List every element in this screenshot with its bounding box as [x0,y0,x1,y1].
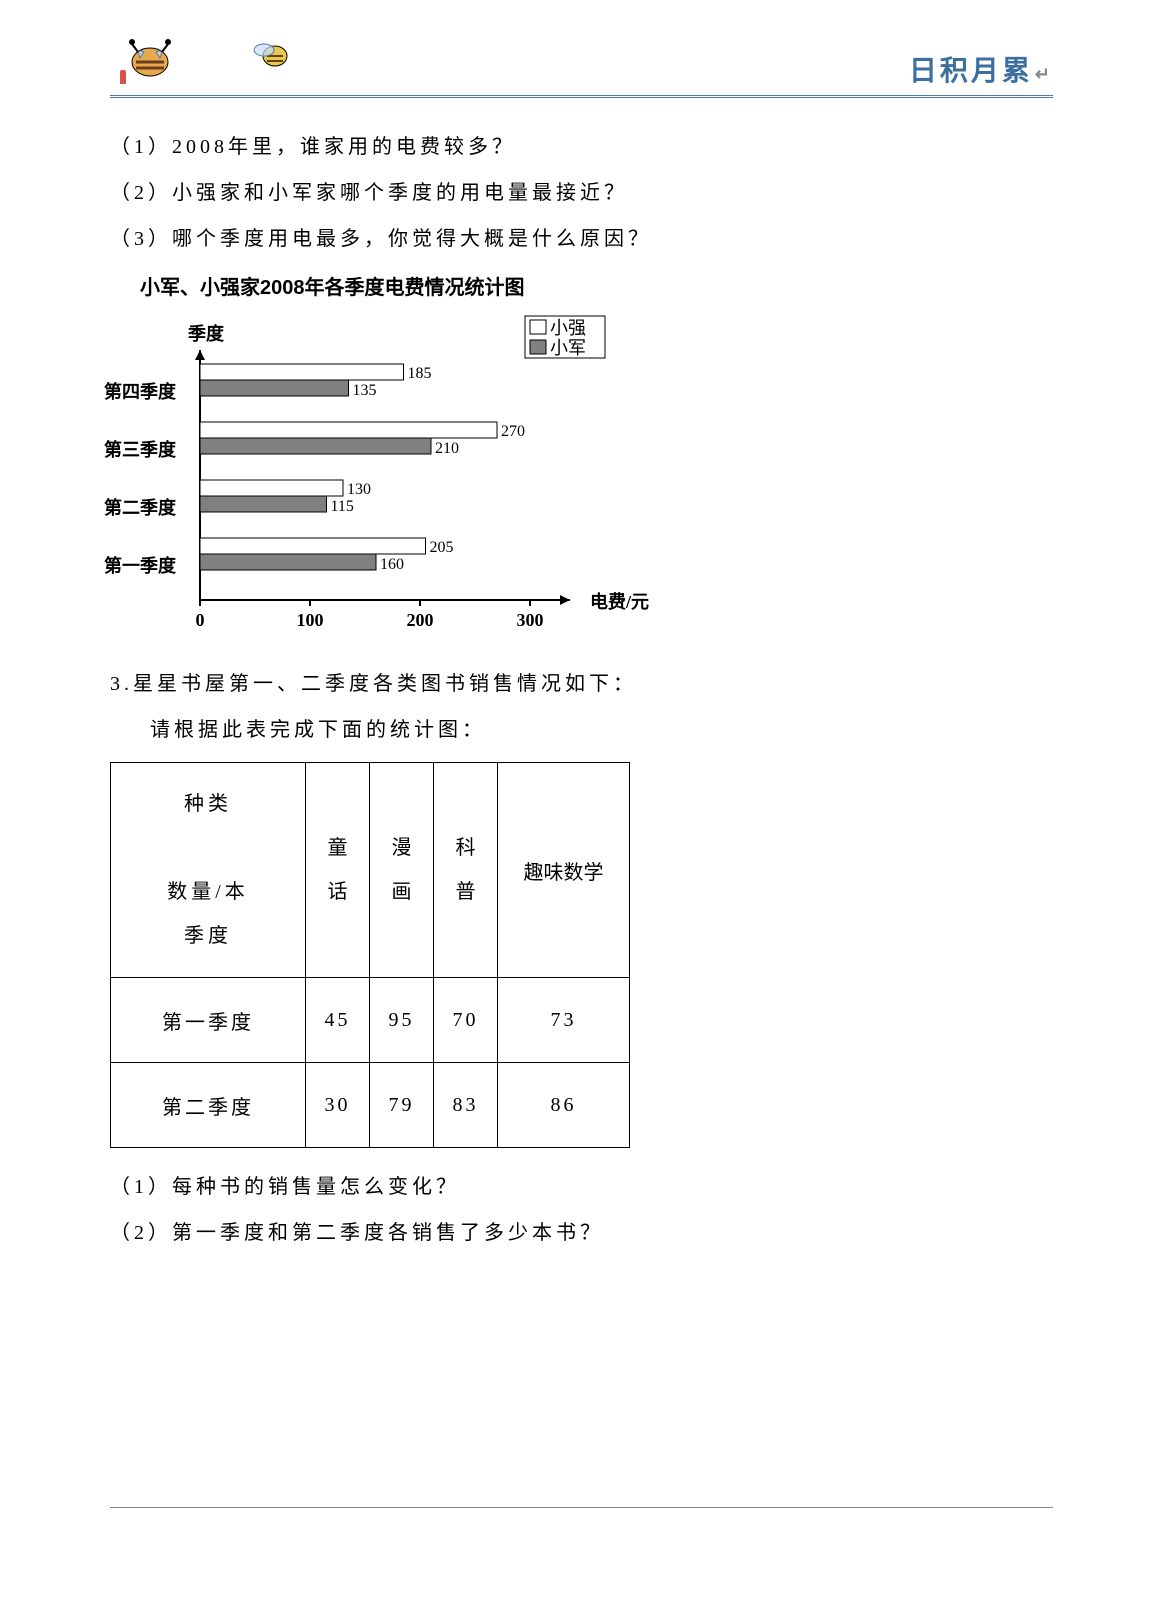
table-header-block: 种类 数量/本 季度 [111,763,306,978]
table-row: 第二季度 30 79 83 86 [111,1063,630,1148]
svg-text:小强: 小强 [550,318,586,338]
svg-text:115: 115 [331,498,354,515]
svg-text:160: 160 [380,556,404,573]
svg-text:第一季度: 第一季度 [104,555,177,576]
col-0: 童话 [306,763,370,978]
q3-intro: 3.星星书屋第一、二季度各类图书销售情况如下： [110,670,1053,698]
book-sales-table: 种类 数量/本 季度 童话 漫画 科普 趣味数学 第一季度 45 95 70 7… [110,762,630,1148]
svg-text:200: 200 [407,610,434,630]
col-1: 漫画 [370,763,434,978]
table-row: 第一季度 45 95 70 73 [111,978,630,1063]
q2-sub3: （3）哪个季度用电最多，你觉得大概是什么原因？ [110,225,1053,253]
q3-subintro: 请根据此表完成下面的统计图： [150,716,1053,744]
q3-sub2: （2）第一季度和第二季度各销售了多少本书？ [110,1219,1053,1247]
svg-text:小军: 小军 [550,338,586,358]
svg-text:270: 270 [501,423,525,440]
svg-text:季度: 季度 [188,323,225,344]
svg-text:205: 205 [430,539,454,556]
col-3: 趣味数学 [498,763,630,978]
svg-text:135: 135 [353,382,377,399]
small-bee-icon [250,34,296,79]
footer-divider [110,1507,1053,1508]
svg-text:210: 210 [435,440,459,457]
svg-text:185: 185 [408,365,432,382]
bee-icon [110,24,180,89]
page-header: 日积月累↵ [110,20,1053,98]
svg-text:130: 130 [347,481,371,498]
svg-text:0: 0 [196,610,205,630]
svg-text:第二季度: 第二季度 [104,497,177,518]
col-2: 科普 [434,763,498,978]
chart-title: 小军、小强家2008年各季度电费情况统计图 [140,271,1053,300]
bar-chart: 小强小军 季度 0 100 200 300 电费/元 第四季度 185 135 第三季度 270 210… [100,310,1053,640]
svg-text:100: 100 [297,610,324,630]
q3-sub1: （1）每种书的销售量怎么变化？ [110,1173,1053,1201]
svg-text:电费/元: 电费/元 [590,591,649,612]
brand-text: 日积月累↵ [909,49,1053,89]
svg-text:300: 300 [517,610,544,630]
svg-text:第四季度: 第四季度 [104,381,177,402]
q2-sub2: （2）小强家和小军家哪个季度的用电量最接近？ [110,179,1053,207]
svg-text:第三季度: 第三季度 [104,439,177,460]
q2-sub1: （1）2008年里，谁家用的电费较多？ [110,133,1053,161]
